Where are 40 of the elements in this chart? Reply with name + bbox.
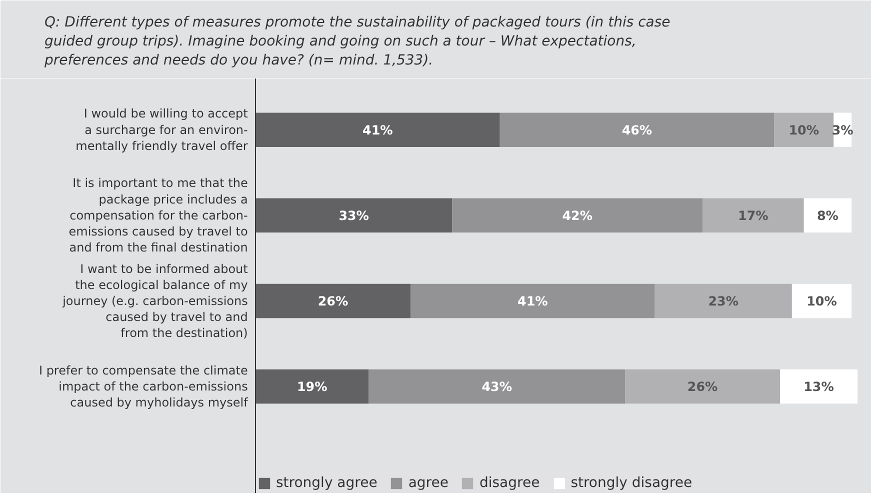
bar (500, 112, 774, 147)
data-label: 41% (362, 122, 394, 138)
data-label: 46% (622, 122, 652, 138)
legend-label: strongly disagree (570, 475, 692, 491)
data-label: 41% (518, 293, 548, 308)
bar (780, 369, 858, 404)
bar (654, 284, 792, 318)
chart-title: Q: Different types of measures promote the sustainability of packaged tours (in this case guided group trips). Imagine booking and going on such a tour – What expectations, preferences and needs do you have? (n= mind. 1,533). (44, 14, 670, 68)
data-label: 17% (738, 208, 769, 223)
y-tick-label: I prefer to compensate the climate impact of the carbon-emissions caused by myholidays myself (38, 363, 249, 410)
bar (256, 198, 452, 233)
legend-label: agree (408, 475, 448, 491)
bar (256, 369, 369, 404)
data-label: 43% (482, 379, 512, 394)
bar (774, 112, 834, 147)
data-label: 10% (788, 122, 820, 138)
data-label: 3% (832, 122, 854, 138)
y-tick-label: It is important to me that the package price includes a compensation for the carbon- emissions caused by travel to and from the final destination (68, 176, 248, 255)
y-tick-label: I would be willing to accept a surcharge for an environ- mentally friendly travel offer (76, 106, 248, 153)
legend-label: disagree (479, 475, 540, 491)
legend-label: strongly agree (276, 475, 378, 491)
data-label: 42% (562, 208, 593, 223)
data-label: 8% (816, 208, 839, 223)
y-tick-label: I want to be informed about the ecological balance of my journey (e.g. carbon-emissions caused by travel to and from the destination) (62, 262, 248, 340)
bar (625, 369, 780, 404)
bar (452, 198, 703, 233)
bar (410, 284, 655, 318)
data-label: 23% (708, 293, 739, 308)
data-label: 19% (296, 379, 328, 394)
data-label: 26% (687, 379, 718, 394)
bar (256, 284, 410, 318)
bar (804, 198, 852, 233)
data-label: 33% (338, 208, 370, 223)
data-label: 26% (318, 293, 348, 308)
bar (702, 198, 804, 233)
data-label: 10% (806, 293, 838, 308)
bar (368, 369, 626, 404)
data-label: 13% (804, 379, 834, 394)
bar (256, 112, 500, 147)
bar (792, 284, 852, 318)
